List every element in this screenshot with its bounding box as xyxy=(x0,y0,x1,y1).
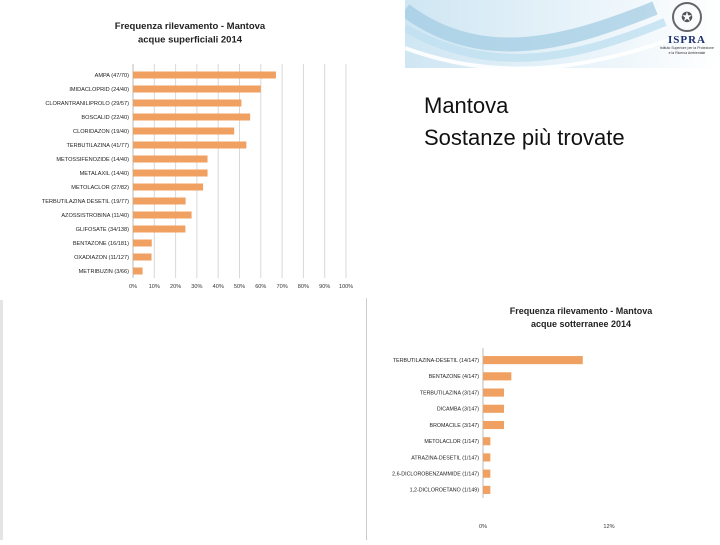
sw-x-tick-label: 0% xyxy=(129,284,137,290)
gw-bar xyxy=(483,469,491,478)
sw-category-label: METOSSIFENOZIDE (14/40) xyxy=(56,157,129,163)
gw-bar xyxy=(483,420,504,430)
logo-name: ISPRA xyxy=(667,34,706,46)
gw-category-label: DICAMBA (3/147) xyxy=(437,407,479,413)
sw-category-label: CLORANTRANILIPROLO (29/57) xyxy=(45,101,129,107)
chart-groundwater: Frequenza rilevamento - Mantova acque sot… xyxy=(366,298,720,540)
sw-bar xyxy=(133,197,186,205)
sw-category-label: IMIDACLOPRID (24/40) xyxy=(69,87,129,93)
gw-bar xyxy=(483,485,491,494)
sw-category-label: TERBUTILAZINA DESETIL (19/77) xyxy=(42,199,129,205)
sw-bar xyxy=(133,183,204,191)
sw-category-label: BENTAZONE (16/181) xyxy=(73,241,129,247)
sw-bar xyxy=(133,239,152,247)
gw-category-label: ATRAZINA-DESETIL (1/147) xyxy=(411,455,479,461)
slide-title-line-2: Sostanze più trovate xyxy=(424,125,625,150)
sw-bar xyxy=(133,211,192,219)
sw-bar xyxy=(133,127,235,135)
sw-title-line-2: acque superficiali 2014 xyxy=(138,35,243,46)
sw-bar xyxy=(133,155,208,163)
gw-bar xyxy=(483,404,504,413)
sw-category-label: METALAXIL (14/40) xyxy=(80,171,130,177)
header-banner xyxy=(405,0,720,68)
sw-bar xyxy=(133,169,208,177)
sw-x-tick-label: 90% xyxy=(319,284,330,290)
gw-x-tick-label: 12% xyxy=(603,524,614,530)
gw-bar xyxy=(483,372,512,381)
chart-surface-water: Frequenza rilevamento - Mantova acque sup… xyxy=(0,0,366,298)
gw-category-label: BROMACILE (3/147) xyxy=(430,423,480,429)
sw-bar xyxy=(133,253,152,261)
sw-bar xyxy=(133,113,251,121)
gw-category-label: TERBUTILAZINA-DESETIL (14/147) xyxy=(393,358,479,364)
slide-title: Mantova Sostanze più trovate xyxy=(424,90,625,154)
sw-category-label: BOSCALID (22/40) xyxy=(81,115,129,121)
sw-x-tick-label: 80% xyxy=(298,284,309,290)
gw-x-tick-label: 0% xyxy=(479,524,487,530)
gw-category-label: METOLACLOR (1/147) xyxy=(424,439,479,445)
sw-category-label: METRIBUZIN (3/66) xyxy=(79,269,129,275)
sw-category-label: GLIFOSATE (34/138) xyxy=(76,227,130,233)
sw-bar xyxy=(133,225,186,233)
sw-x-tick-label: 100% xyxy=(339,284,353,290)
chart-surface-water-svg: Frequenza rilevamento - Mantova acque sup… xyxy=(42,21,353,290)
sw-x-tick-label: 60% xyxy=(255,284,266,290)
emblem-icon: ✪ xyxy=(672,2,702,32)
gw-category-label: 1,2-DICLOROETANO (1/149) xyxy=(410,488,480,494)
sw-bar xyxy=(133,71,276,79)
sw-bar xyxy=(133,99,242,107)
sw-category-label: OXADIAZON (11/127) xyxy=(74,255,129,261)
sw-category-label: AZOSSISTROBINA (11/40) xyxy=(61,213,129,219)
sw-bar xyxy=(133,141,247,149)
sw-category-label: CLORIDAZON (19/40) xyxy=(73,129,129,135)
gw-category-label: TERBUTILAZINA (3/147) xyxy=(420,390,479,396)
gw-title-line-2: acque sotterranee 2014 xyxy=(531,319,631,329)
gw-bar xyxy=(483,356,583,365)
sw-category-label: METOLACLOR (27/82) xyxy=(71,185,129,191)
sw-bar xyxy=(133,267,143,275)
sw-x-tick-label: 50% xyxy=(234,284,245,290)
gw-category-label: 2,6-DICLOROBENZAMMIDE (1/147) xyxy=(392,472,479,478)
gw-title-line-1: Frequenza rilevamento - Mantova xyxy=(510,306,654,316)
sw-x-tick-label: 20% xyxy=(170,284,181,290)
sw-category-label: TERBUTILAZINA (41/77) xyxy=(67,143,130,149)
gw-bar xyxy=(483,388,504,397)
gw-category-label: BENTAZONE (4/147) xyxy=(429,374,479,380)
sw-x-tick-label: 70% xyxy=(276,284,287,290)
ispra-logo: ✪ ISPRA Istituto Superiore per la Protez… xyxy=(656,2,718,66)
sw-bar xyxy=(133,85,261,93)
logo-subtitle-1: Istituto Superiore per la Protezione xyxy=(660,46,714,50)
slide-title-line-1: Mantova xyxy=(424,93,509,118)
sw-x-tick-label: 40% xyxy=(213,284,224,290)
sw-x-tick-label: 30% xyxy=(191,284,202,290)
gw-bar xyxy=(483,437,491,446)
gw-bar xyxy=(483,453,491,462)
banner-graphic xyxy=(405,0,720,68)
sw-title-line-1: Frequenza rilevamento - Mantova xyxy=(115,21,266,32)
logo-subtitle-2: e la Ricerca Ambientale xyxy=(668,51,706,55)
sw-category-label: AMPA (47/70) xyxy=(95,73,130,79)
sw-x-tick-label: 10% xyxy=(149,284,160,290)
panel-edge xyxy=(0,300,3,540)
chart-groundwater-svg: Frequenza rilevamento - Mantova acque sot… xyxy=(392,306,654,530)
